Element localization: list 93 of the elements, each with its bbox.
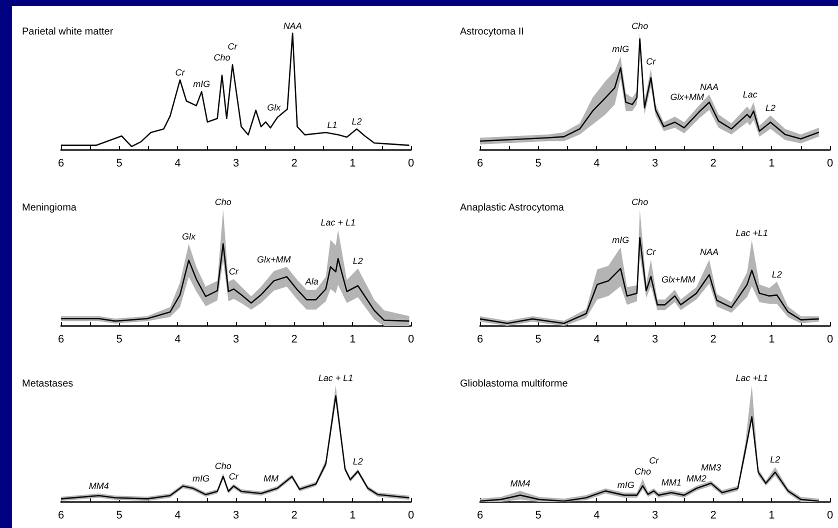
x-tick-label: 6 bbox=[476, 334, 484, 346]
annotation: Glx+MM bbox=[257, 254, 292, 264]
x-tick-label: 2 bbox=[710, 334, 716, 346]
annotation: MM1 bbox=[661, 478, 682, 488]
annotation: MM3 bbox=[701, 462, 721, 472]
chart-title: Parietal white matter bbox=[22, 26, 114, 38]
x-tick-label: 0 bbox=[408, 158, 414, 170]
annotation: Cr bbox=[175, 68, 186, 78]
x-tick-label: 1 bbox=[350, 334, 356, 346]
annotation: Cr bbox=[228, 41, 238, 52]
x-tick-label: 1 bbox=[350, 158, 356, 170]
x-tick-label: 2 bbox=[710, 510, 716, 522]
x-tick-label: 3 bbox=[652, 334, 658, 346]
x-tick-label: 1 bbox=[768, 334, 775, 346]
annotation: L1 bbox=[327, 120, 338, 130]
x-tick-label: 4 bbox=[594, 334, 600, 346]
x-tick-label: 1 bbox=[768, 158, 775, 170]
chart-title: Metastases bbox=[22, 378, 74, 390]
x-tick-label: 0 bbox=[826, 334, 834, 346]
annotation: L2 bbox=[352, 456, 363, 467]
x-tick-label: 6 bbox=[58, 334, 64, 346]
annotation: MM4 bbox=[88, 481, 109, 492]
annotation: mIG bbox=[193, 79, 210, 90]
x-tick-label: 3 bbox=[652, 510, 658, 522]
x-tick-label: 4 bbox=[174, 510, 181, 522]
annotation: mIG bbox=[612, 234, 630, 245]
x-tick-label: 6 bbox=[476, 158, 484, 170]
x-tick-label: 2 bbox=[291, 158, 298, 170]
annotation: Glx+MM bbox=[670, 92, 704, 102]
chart-title: Anaplastic Astrocytoma bbox=[460, 202, 564, 214]
annotation: Lac + L1 bbox=[318, 372, 354, 383]
x-tick-label: 2 bbox=[710, 158, 716, 170]
annotation: MM4 bbox=[510, 478, 530, 488]
annotation: Ala bbox=[304, 276, 318, 287]
x-tick-label: 0 bbox=[408, 510, 414, 522]
x-tick-label: 5 bbox=[116, 334, 122, 346]
annotation: Lac + L1 bbox=[320, 217, 356, 228]
annotation: Cho bbox=[214, 460, 232, 471]
annotation: Lac +L1 bbox=[736, 228, 768, 238]
annotation: Cr bbox=[646, 56, 657, 66]
annotation: NAA bbox=[700, 247, 719, 258]
chart-title: Astrocytoma II bbox=[460, 26, 524, 38]
annotation: L2 bbox=[352, 116, 362, 126]
annotation: Cho bbox=[632, 20, 648, 31]
annotation: Lac +L1 bbox=[736, 372, 768, 383]
x-tick-label: 5 bbox=[535, 510, 542, 522]
x-tick-label: 2 bbox=[291, 510, 298, 522]
x-tick-label: 0 bbox=[826, 158, 834, 170]
x-tick-label: 6 bbox=[58, 158, 64, 170]
chart-title: Glioblastoma multiforme bbox=[460, 378, 568, 390]
x-tick-label: 2 bbox=[291, 334, 298, 346]
x-tick-label: 0 bbox=[408, 334, 414, 346]
annotation: Cho bbox=[214, 52, 230, 62]
annotation: L2 bbox=[772, 269, 782, 280]
annotation: L2 bbox=[352, 256, 363, 266]
annotation: Cr bbox=[646, 247, 657, 258]
annotation: Cho bbox=[634, 466, 652, 477]
x-tick-label: 5 bbox=[116, 510, 122, 522]
x-tick-label: 6 bbox=[58, 510, 64, 522]
annotation: MM bbox=[264, 474, 279, 484]
annotation: mIG bbox=[617, 480, 634, 490]
chart-title: Meningioma bbox=[22, 202, 77, 214]
x-tick-label: 0 bbox=[826, 510, 834, 522]
annotation: L2 bbox=[765, 103, 776, 114]
x-tick-label: 5 bbox=[535, 334, 542, 346]
annotation: Glx bbox=[182, 231, 196, 242]
x-tick-label: 4 bbox=[594, 510, 600, 522]
annotation: Glx bbox=[267, 102, 282, 112]
x-tick-label: 3 bbox=[232, 334, 240, 346]
annotation: NAA bbox=[700, 82, 719, 92]
annotation: L2 bbox=[770, 454, 780, 465]
x-tick-label: 3 bbox=[232, 510, 240, 522]
x-tick-label: 4 bbox=[174, 334, 181, 346]
x-tick-label: 6 bbox=[476, 510, 484, 522]
annotation: Lac bbox=[742, 90, 758, 100]
annotation: Cho bbox=[632, 196, 648, 207]
x-tick-label: 3 bbox=[232, 158, 240, 170]
annotation: Cr bbox=[649, 456, 660, 466]
x-tick-label: 1 bbox=[768, 510, 775, 522]
x-tick-label: 3 bbox=[652, 158, 658, 170]
x-tick-label: 5 bbox=[535, 158, 542, 170]
annotation: Glx+MM bbox=[661, 274, 696, 285]
x-tick-label: 5 bbox=[116, 158, 122, 170]
x-tick-label: 4 bbox=[594, 158, 600, 170]
annotation: mIG bbox=[612, 44, 630, 54]
annotation: MM2 bbox=[686, 473, 706, 484]
annotation: mIG bbox=[192, 474, 210, 484]
annotation: Cho bbox=[214, 196, 232, 207]
annotation: Cr bbox=[228, 266, 240, 277]
annotation: Cr bbox=[228, 471, 240, 482]
x-tick-label: 1 bbox=[350, 510, 356, 522]
annotation: NAA bbox=[283, 20, 302, 31]
x-tick-label: 4 bbox=[174, 158, 181, 170]
